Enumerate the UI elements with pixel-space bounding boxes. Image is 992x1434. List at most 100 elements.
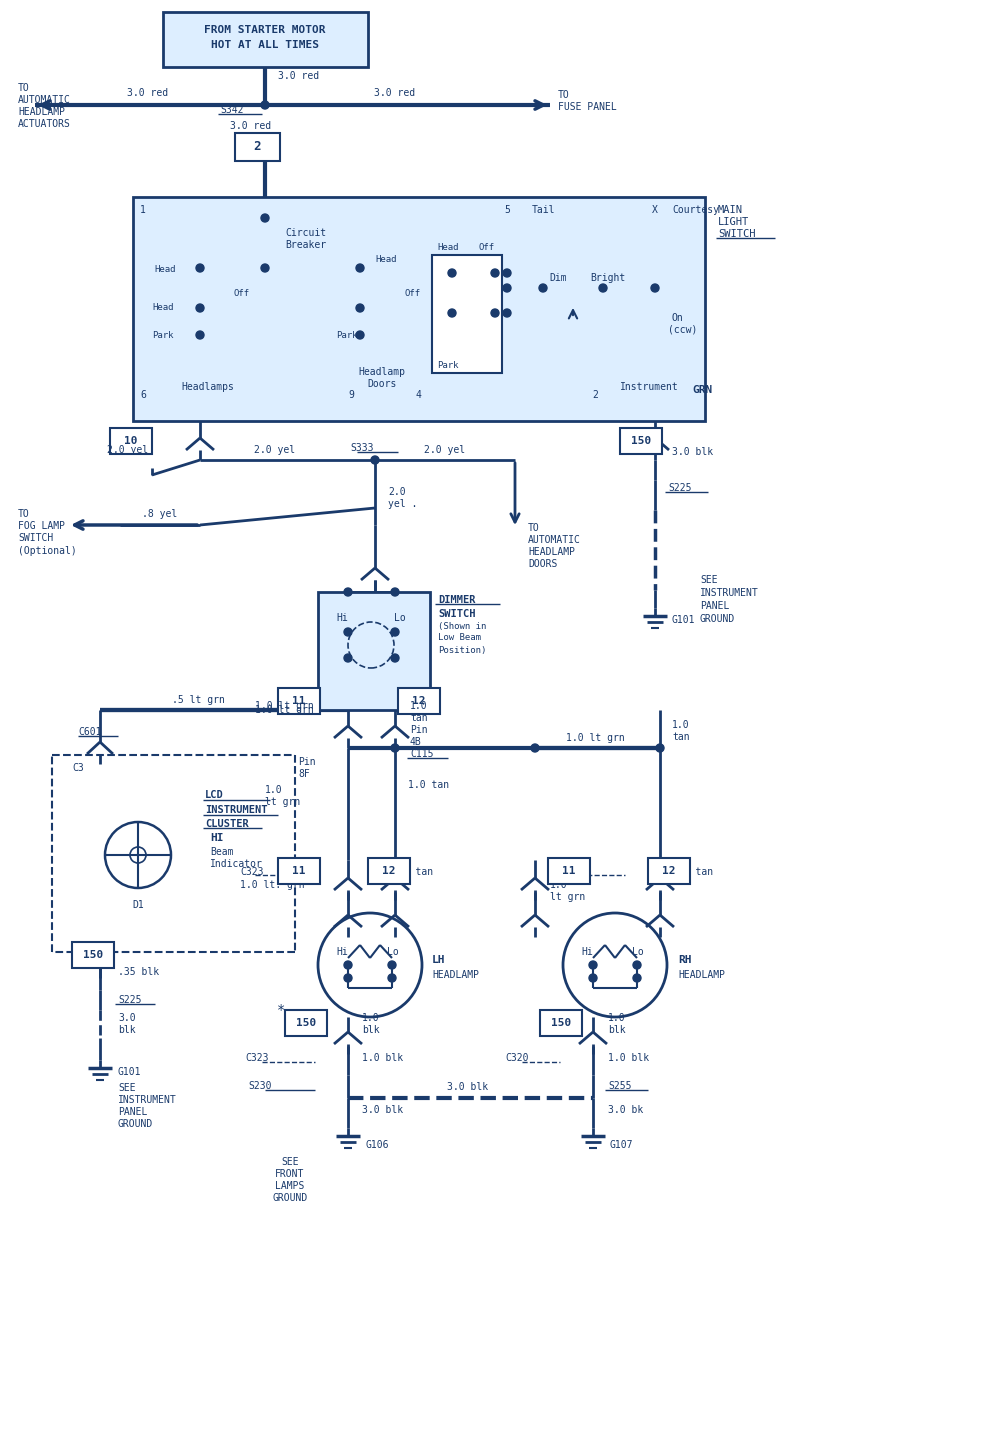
Text: TO: TO [528, 523, 540, 533]
Circle shape [656, 744, 664, 751]
Text: 11: 11 [562, 866, 575, 876]
Text: (ccw): (ccw) [668, 326, 697, 336]
Bar [620, 427, 662, 455]
Bar [235, 133, 280, 161]
Circle shape [391, 588, 399, 597]
Text: 4: 4 [415, 390, 421, 400]
Circle shape [344, 654, 352, 663]
Text: 1.0: 1.0 [362, 1012, 380, 1022]
Text: AUTOMATIC: AUTOMATIC [18, 95, 70, 105]
Text: SWITCH: SWITCH [438, 609, 475, 619]
Text: SWITCH: SWITCH [718, 229, 756, 239]
Text: yel .: yel . [388, 499, 418, 509]
Bar [648, 858, 690, 883]
Text: 11: 11 [293, 866, 306, 876]
Circle shape [448, 308, 456, 317]
Text: 1: 1 [140, 205, 146, 215]
Text: Pin: Pin [298, 757, 315, 767]
Text: Circuit: Circuit [285, 228, 326, 238]
Text: PANEL: PANEL [700, 601, 729, 611]
Text: Tail: Tail [532, 205, 556, 215]
Text: ACTUATORS: ACTUATORS [18, 119, 70, 129]
Text: LIGHT: LIGHT [718, 217, 749, 227]
Text: Instrument: Instrument [620, 381, 679, 391]
Text: LAMPS: LAMPS [276, 1182, 305, 1192]
Bar [368, 858, 410, 883]
Text: Off: Off [234, 288, 250, 297]
Text: .8 yel: .8 yel [143, 509, 178, 519]
Text: INSTRUMENT: INSTRUMENT [700, 588, 759, 598]
Bar [72, 942, 114, 968]
Bar [285, 1010, 327, 1035]
Circle shape [388, 974, 396, 982]
Text: 2: 2 [592, 390, 598, 400]
Circle shape [633, 974, 641, 982]
Text: HEADLAMP: HEADLAMP [678, 969, 725, 979]
Circle shape [651, 284, 659, 293]
Bar [133, 196, 705, 422]
Text: INSTRUMENT: INSTRUMENT [118, 1096, 177, 1106]
Text: CLUSTER: CLUSTER [205, 819, 249, 829]
Text: Head: Head [154, 265, 176, 274]
Text: Courtesy: Courtesy [672, 205, 719, 215]
Circle shape [196, 264, 204, 272]
Circle shape [589, 974, 597, 982]
Text: *: * [277, 1002, 285, 1017]
Text: Indicator: Indicator [210, 859, 263, 869]
Text: Low Beam: Low Beam [438, 634, 481, 642]
Circle shape [261, 264, 269, 272]
Text: Beam: Beam [210, 847, 233, 858]
Text: HOT AT ALL TIMES: HOT AT ALL TIMES [211, 40, 319, 50]
Text: blk: blk [608, 1025, 626, 1035]
Text: C323: C323 [240, 868, 264, 878]
Text: 3.0 red: 3.0 red [127, 87, 169, 98]
Text: INSTRUMENT: INSTRUMENT [205, 804, 268, 815]
Text: Dim: Dim [550, 272, 566, 282]
Circle shape [261, 100, 269, 109]
Text: 11: 11 [293, 695, 306, 706]
Text: 3.0 blk: 3.0 blk [447, 1083, 489, 1093]
Text: TO: TO [18, 83, 30, 93]
Circle shape [539, 284, 547, 293]
Text: Head: Head [375, 255, 397, 264]
Text: .5 lt grn: .5 lt grn [172, 695, 224, 706]
Text: S333: S333 [350, 443, 374, 453]
Text: 3.0 bk: 3.0 bk [608, 1106, 643, 1116]
Text: 150: 150 [631, 436, 651, 446]
Bar [110, 427, 152, 455]
Text: Lo: Lo [387, 946, 399, 956]
Circle shape [261, 214, 269, 222]
Circle shape [356, 331, 364, 338]
Text: G101: G101 [118, 1067, 142, 1077]
Text: GROUND: GROUND [273, 1193, 308, 1203]
Text: D1: D1 [132, 901, 144, 911]
Circle shape [491, 308, 499, 317]
Text: SEE: SEE [118, 1083, 136, 1093]
Text: 8F: 8F [298, 769, 310, 779]
Text: 12: 12 [413, 695, 426, 706]
Text: 1.0 lt. grn: 1.0 lt. grn [240, 880, 305, 891]
Text: 1.0: 1.0 [410, 701, 428, 711]
Text: lt grn: lt grn [265, 797, 301, 807]
Text: S225: S225 [668, 483, 691, 493]
Text: PANEL: PANEL [118, 1107, 148, 1117]
Text: Head: Head [437, 244, 458, 252]
Text: Off: Off [479, 244, 495, 252]
Text: GRN: GRN [692, 384, 712, 394]
Text: 1.0: 1.0 [265, 784, 283, 794]
Text: 1.0 blk: 1.0 blk [362, 1053, 403, 1063]
Circle shape [503, 270, 511, 277]
Circle shape [356, 304, 364, 313]
Text: 2.0 yel: 2.0 yel [254, 445, 296, 455]
Text: FOG LAMP: FOG LAMP [18, 521, 65, 531]
Text: X: X [652, 205, 658, 215]
Text: 2: 2 [253, 141, 261, 153]
Text: Breaker: Breaker [285, 239, 326, 250]
Text: LH: LH [432, 955, 445, 965]
Text: HEADLAMP: HEADLAMP [432, 969, 479, 979]
Text: HI: HI [210, 833, 223, 843]
Text: Off: Off [405, 288, 421, 297]
Text: (Shown in: (Shown in [438, 621, 486, 631]
Text: 1.0 tan: 1.0 tan [392, 868, 434, 878]
Text: Bright: Bright [590, 272, 626, 282]
